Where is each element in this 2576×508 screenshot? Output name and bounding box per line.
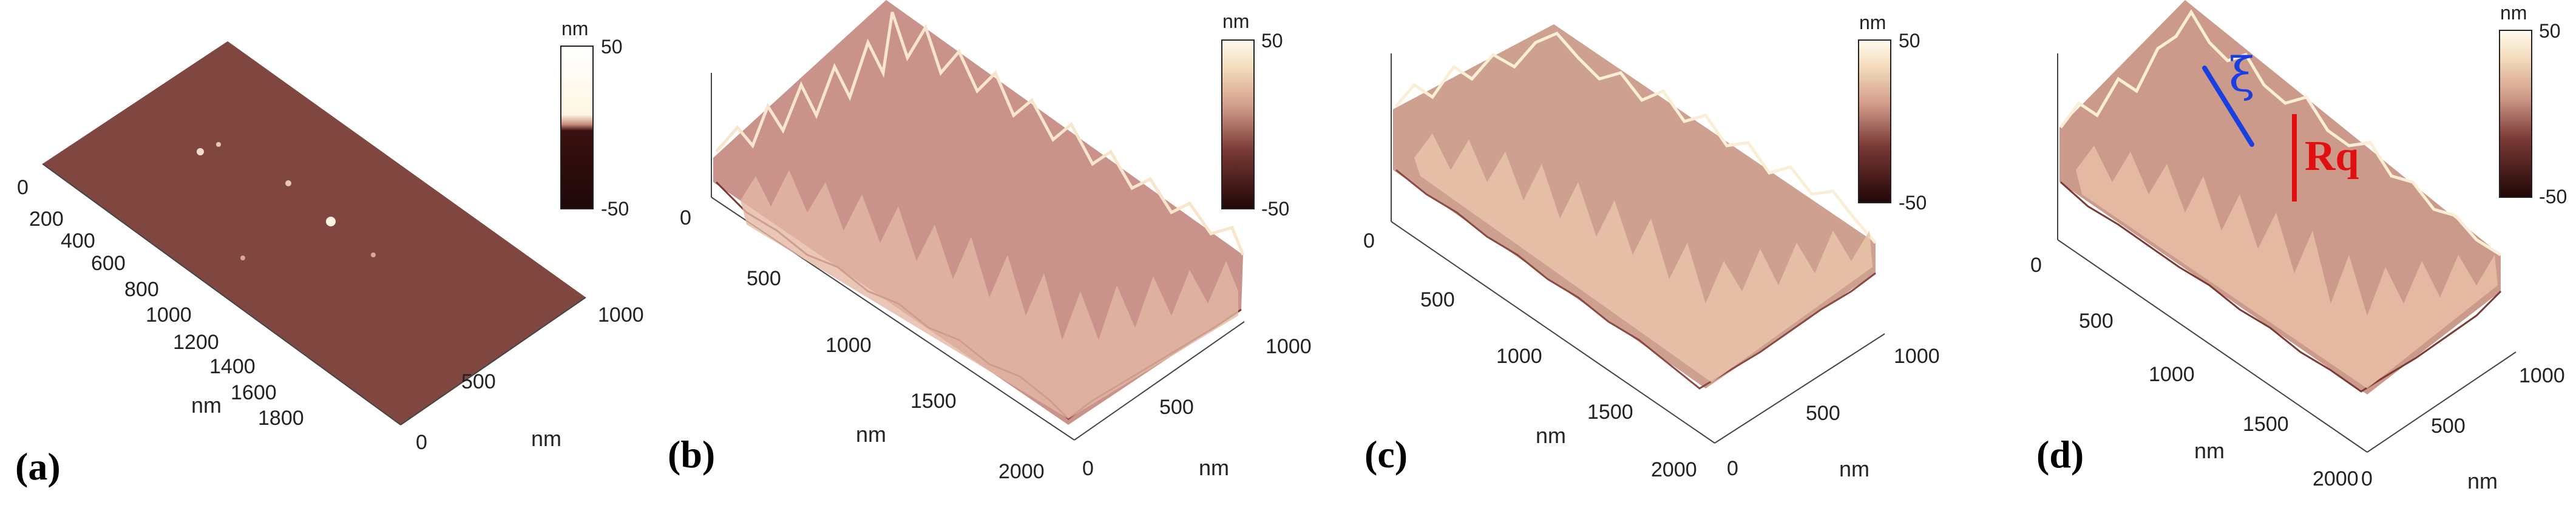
b-y-tick-500: 500 bbox=[1159, 396, 1194, 419]
d-x-tick-1000: 1000 bbox=[2149, 363, 2195, 386]
b-x-axis-label: nm bbox=[856, 422, 886, 447]
surface-b bbox=[713, 0, 1245, 425]
surface-a-particles bbox=[197, 142, 376, 260]
d-y-tick-500: 500 bbox=[2431, 415, 2466, 438]
panel-d: ξ Rq 0 500 1000 1500 2000 nm 0 500 1000 … bbox=[2030, 0, 2567, 493]
c-x-tick-500: 500 bbox=[1420, 288, 1455, 311]
c-y-tick-0: 0 bbox=[1727, 457, 1738, 480]
panel-a-label: (a) bbox=[15, 445, 61, 488]
a-x-tick-1400: 1400 bbox=[209, 355, 256, 378]
colorbar-d: nm 50 -50 bbox=[2499, 2, 2567, 208]
colorbar-d-max: 50 bbox=[2539, 20, 2561, 42]
a-y-axis-label: nm bbox=[531, 426, 561, 451]
xi-symbol: ξ bbox=[2229, 48, 2255, 103]
colorbar-b-unit: nm bbox=[1222, 10, 1249, 32]
b-x-tick-1500: 1500 bbox=[910, 390, 957, 413]
c-y-axis-label: nm bbox=[1839, 456, 1869, 481]
surface-a bbox=[42, 41, 586, 425]
surface-d bbox=[2059, 0, 2502, 395]
b-x-tick-1000: 1000 bbox=[825, 334, 872, 357]
d-x-axis-label: nm bbox=[2194, 438, 2225, 463]
colorbar-d-min: -50 bbox=[2539, 186, 2567, 208]
c-z-tick-0: 0 bbox=[1363, 229, 1375, 252]
correlation-length-annotation: ξ bbox=[2202, 48, 2255, 147]
b-y-tick-1000: 1000 bbox=[1266, 335, 1312, 358]
xi-marker-line bbox=[2202, 66, 2254, 147]
colorbar-c: nm 50 -50 bbox=[1858, 12, 1927, 214]
colorbar-b-min: -50 bbox=[1261, 198, 1289, 220]
colorbar-a-unit: nm bbox=[561, 18, 588, 39]
panel-d-label: (d) bbox=[2036, 433, 2084, 476]
c-x-tick-2000: 2000 bbox=[1651, 458, 1697, 481]
panel-b-label: (b) bbox=[668, 433, 715, 476]
a-y-tick-1000: 1000 bbox=[598, 303, 644, 327]
a-x-tick-1000: 1000 bbox=[146, 303, 192, 327]
colorbar-b-max: 50 bbox=[1261, 30, 1283, 52]
c-y-tick-500: 500 bbox=[1806, 402, 1840, 425]
rq-label: Rq bbox=[2305, 133, 2359, 180]
d-x-tick-2000: 2000 bbox=[2313, 467, 2359, 490]
colorbar-d-unit: nm bbox=[2500, 2, 2527, 24]
b-y-tick-0: 0 bbox=[1082, 457, 1094, 480]
b-x-tick-500: 500 bbox=[747, 267, 781, 290]
surface-a-texture bbox=[42, 41, 586, 425]
a-x-tick-0: 0 bbox=[17, 176, 29, 199]
a-x-axis-label: nm bbox=[191, 393, 222, 418]
d-z-tick-0: 0 bbox=[2030, 254, 2042, 277]
colorbar-b: nm 50 -50 bbox=[1221, 10, 1289, 220]
a-x-tick-1600: 1600 bbox=[231, 381, 277, 404]
colorbar-a-max: 50 bbox=[601, 36, 623, 58]
panel-c-label: (c) bbox=[1364, 433, 1408, 476]
a-x-tick-800: 800 bbox=[124, 278, 159, 301]
roughness-annotation: Rq bbox=[2292, 114, 2359, 202]
c-x-tick-1500: 1500 bbox=[1587, 401, 1633, 424]
c-x-tick-1000: 1000 bbox=[1496, 345, 1542, 368]
d-x-tick-1500: 1500 bbox=[2243, 413, 2289, 436]
b-x-tick-2000: 2000 bbox=[998, 460, 1045, 483]
a-y-tick-500: 500 bbox=[461, 370, 496, 393]
d-x-tick-500: 500 bbox=[2079, 310, 2113, 333]
colorbar-a: nm 50 -50 bbox=[560, 18, 629, 220]
a-x-tick-1200: 1200 bbox=[173, 331, 219, 354]
a-x-tick-1800: 1800 bbox=[258, 407, 304, 430]
d-y-tick-1000: 1000 bbox=[2519, 364, 2565, 387]
panel-b: 0 500 1000 1500 2000 nm 0 500 1000 nm (b… bbox=[668, 0, 1312, 483]
c-y-tick-1000: 1000 bbox=[1894, 345, 1940, 368]
a-y-tick-0: 0 bbox=[416, 431, 427, 454]
a-x-tick-600: 600 bbox=[91, 252, 126, 275]
colorbar-c-unit: nm bbox=[1859, 12, 1886, 33]
d-y-axis-label: nm bbox=[2467, 469, 2498, 493]
b-z-tick-0: 0 bbox=[680, 206, 691, 229]
colorbar-c-min: -50 bbox=[1899, 192, 1927, 214]
c-x-axis-label: nm bbox=[1536, 423, 1566, 448]
d-y-tick-0: 0 bbox=[2361, 467, 2373, 490]
panel-a: 0 200 400 600 800 1000 1200 1400 1600 18… bbox=[15, 18, 644, 488]
colorbar-c-max: 50 bbox=[1899, 30, 1920, 52]
panel-c: 0 500 1000 1500 2000 nm 0 500 1000 nm (c… bbox=[1363, 12, 1940, 481]
a-x-tick-400: 400 bbox=[61, 229, 95, 252]
b-y-axis-label: nm bbox=[1199, 455, 1229, 480]
a-x-tick-200: 200 bbox=[29, 208, 64, 231]
colorbar-a-min: -50 bbox=[601, 198, 629, 220]
surface-c bbox=[1393, 24, 1877, 390]
